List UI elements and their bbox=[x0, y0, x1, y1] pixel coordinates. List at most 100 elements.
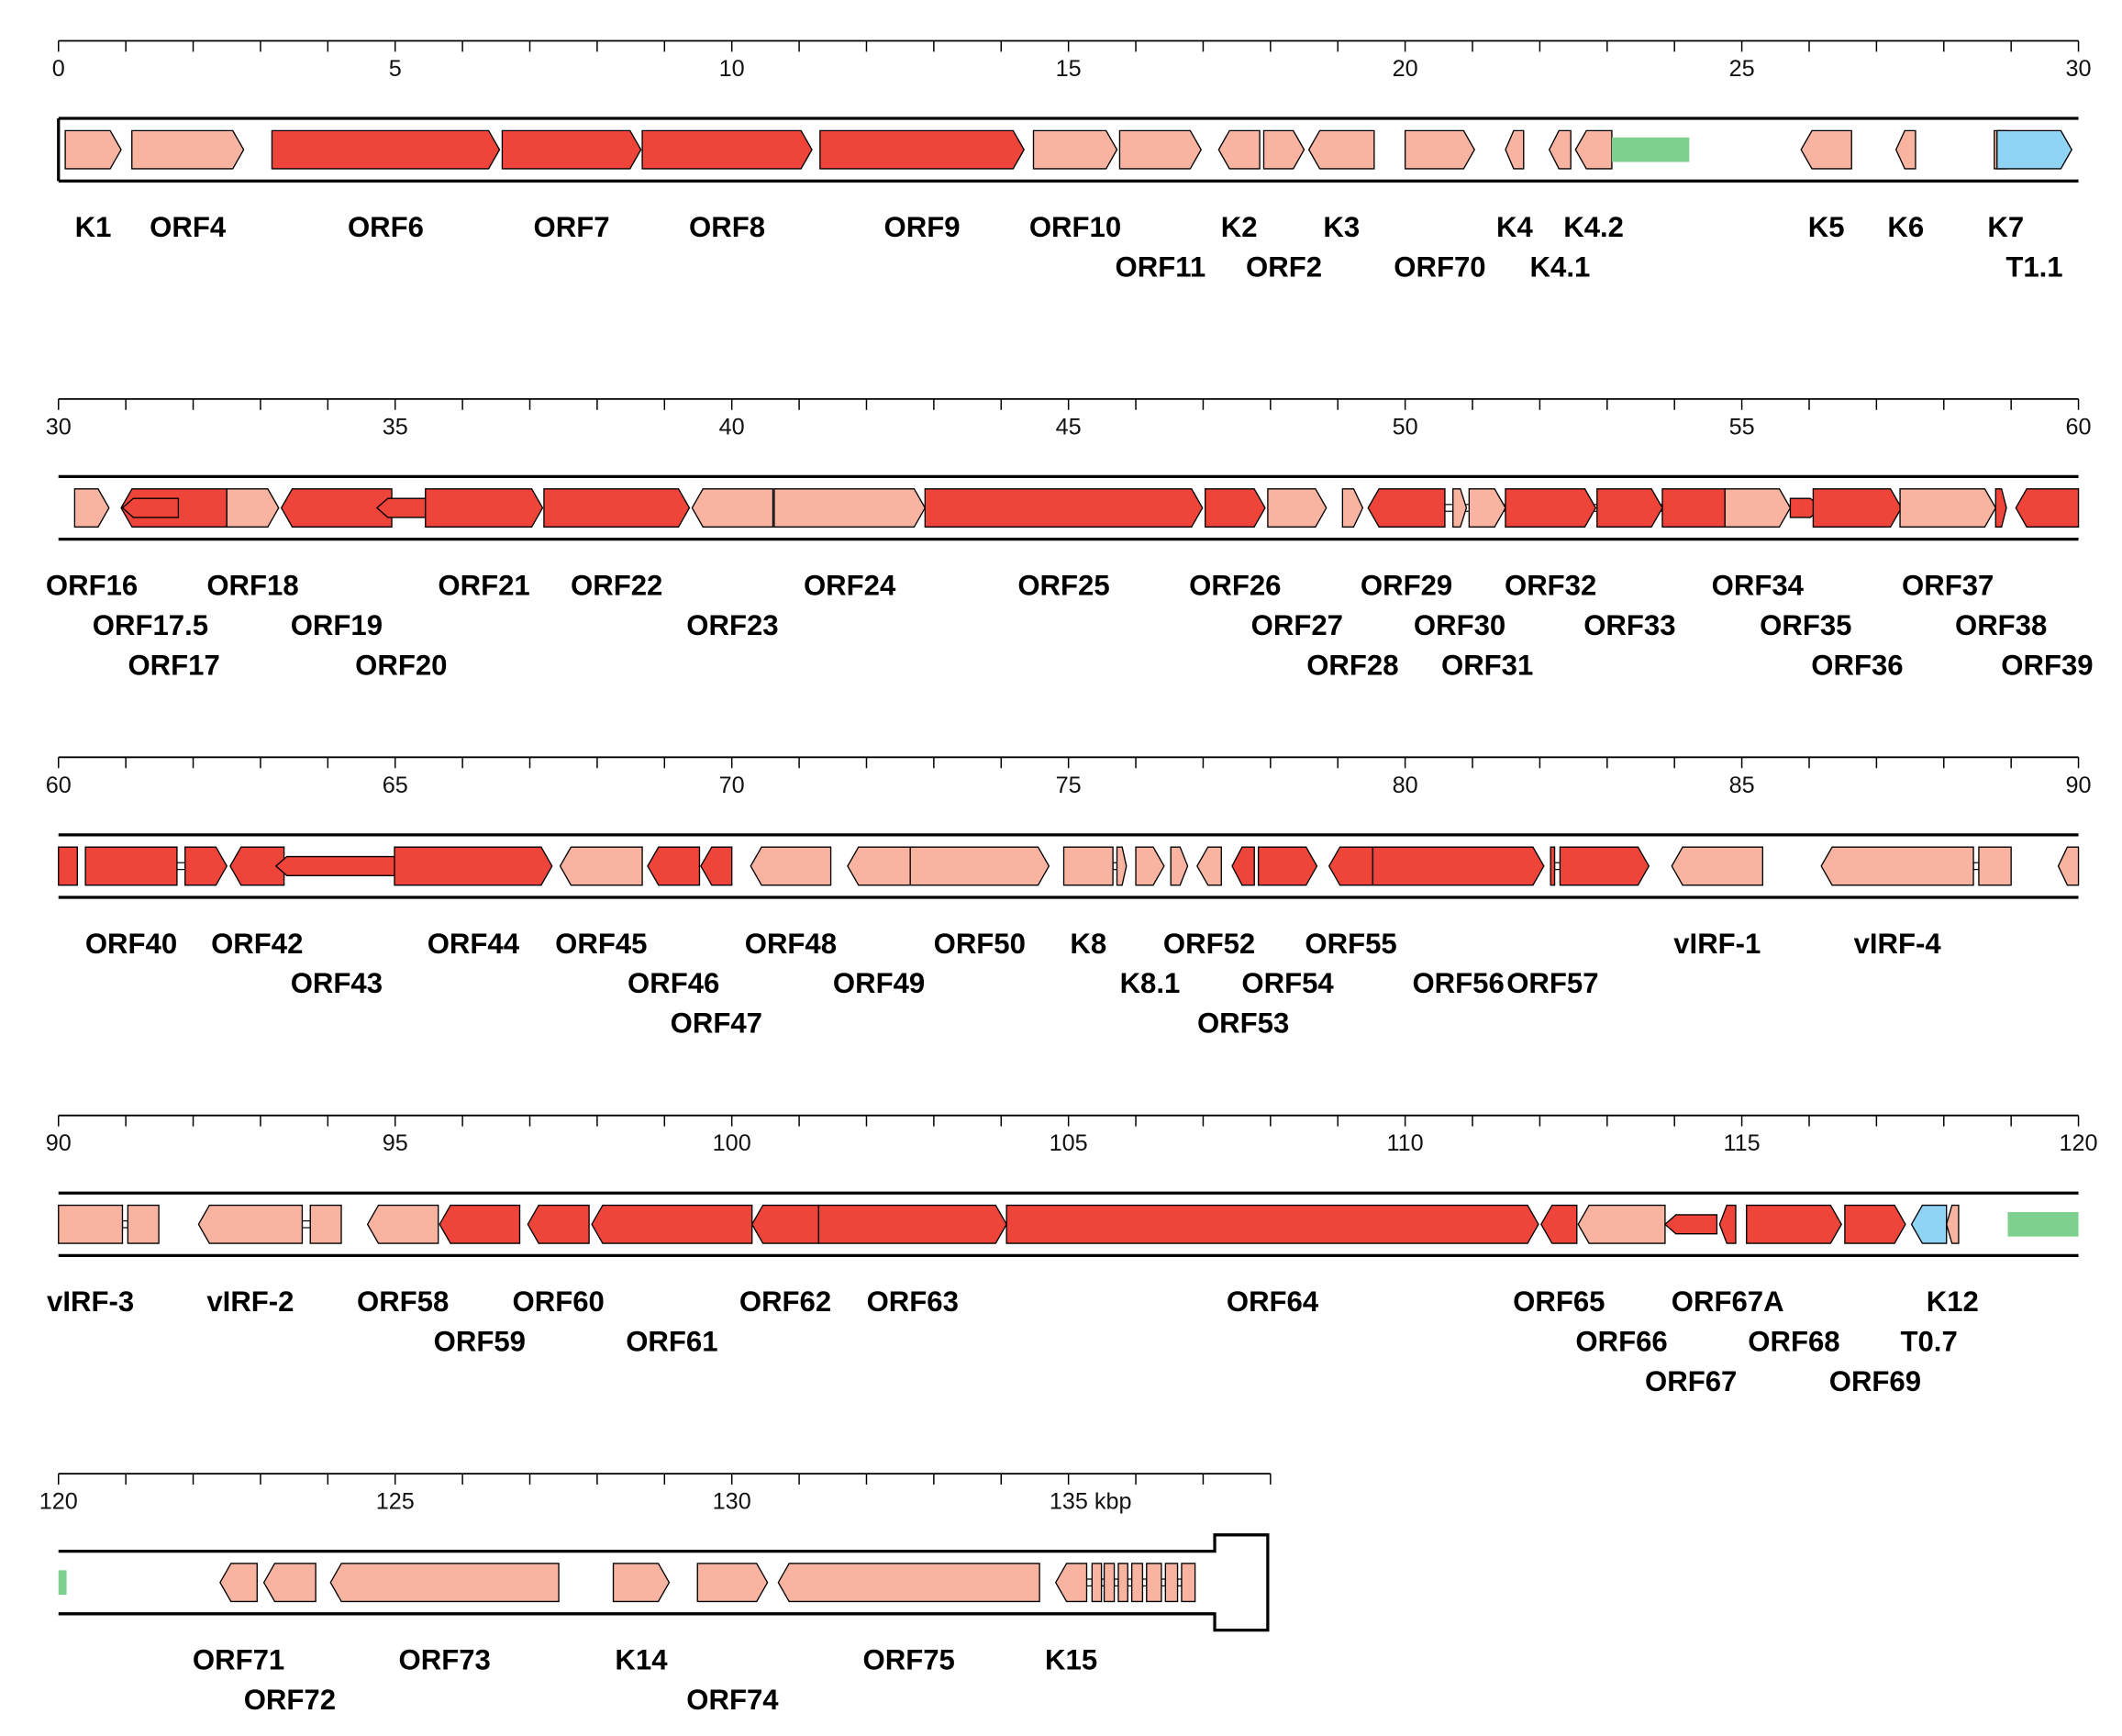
gene-arrow bbox=[1130, 1563, 1144, 1603]
gene-orf44: ORF44 bbox=[394, 846, 553, 960]
gene-arrow bbox=[1596, 488, 1663, 528]
gene-arrow bbox=[58, 846, 78, 886]
gene-arrow bbox=[1146, 1563, 1162, 1603]
gene-orf28: ORF28 bbox=[1306, 488, 1399, 681]
gene-label: ORF27 bbox=[1251, 609, 1343, 641]
gene-k8: K8 bbox=[1062, 846, 1128, 960]
gene-orf25: ORF25 bbox=[924, 488, 1204, 601]
gene-orf67a: ORF67A bbox=[1672, 1204, 1784, 1318]
gene-label: K5 bbox=[1808, 211, 1845, 243]
tick-label: 15 bbox=[1056, 56, 1082, 82]
gene-orf26: ORF26 bbox=[1189, 488, 1281, 601]
gene-orf66: ORF66 bbox=[1575, 1204, 1668, 1358]
gene-orf16: ORF16 bbox=[46, 488, 138, 601]
gene-fragment bbox=[58, 846, 78, 886]
gene-arrow bbox=[1341, 488, 1364, 528]
genome-row: 90 95 100 105 110 115 120 vIRF-3 vIRF-2 ORF58 ORF5… bbox=[46, 1114, 2098, 1397]
gene-orf18: ORF18 bbox=[206, 488, 299, 601]
gene-arrow bbox=[1812, 488, 1903, 528]
tick-label: 100 bbox=[713, 1130, 751, 1156]
gene-k2: K2 bbox=[1217, 129, 1261, 243]
gene-arrow bbox=[1577, 1204, 1666, 1244]
gene-orf39: ORF39 bbox=[2001, 488, 2094, 681]
gene-arrow bbox=[2057, 846, 2080, 886]
gene-label: ORF70 bbox=[1394, 250, 1485, 283]
gene-orf7: ORF7 bbox=[501, 129, 642, 243]
gene-label: ORF62 bbox=[739, 1285, 831, 1318]
gene-label: K12 bbox=[1927, 1285, 1979, 1318]
gene-arrow bbox=[1996, 129, 2072, 170]
gene-label: ORF58 bbox=[357, 1285, 449, 1318]
gene-label: ORF31 bbox=[1441, 649, 1533, 681]
gene-arrow bbox=[1574, 129, 1613, 170]
tick-label: 25 bbox=[1729, 56, 1755, 82]
gene-orf71: ORF71 bbox=[193, 1563, 284, 1676]
gene-orf57: ORF57 bbox=[1506, 846, 1650, 999]
gene-arrow bbox=[1894, 129, 1916, 170]
gene-label: ORF26 bbox=[1189, 569, 1281, 601]
gene-arrow bbox=[439, 1204, 521, 1244]
gene-arrow bbox=[1117, 1563, 1128, 1603]
gene-label: ORF36 bbox=[1811, 649, 1903, 681]
gene-arrow bbox=[1103, 1563, 1116, 1603]
gene-label: ORF68 bbox=[1748, 1326, 1839, 1358]
gene-orf17.5: ORF17.5 bbox=[93, 497, 208, 641]
gene-orf65: ORF65 bbox=[1513, 1204, 1605, 1318]
ncrna-region bbox=[2007, 1211, 2079, 1237]
gene-label: ORF32 bbox=[1505, 569, 1596, 601]
gene-label: ORF10 bbox=[1029, 211, 1121, 243]
tick-label: 120 bbox=[2060, 1130, 2098, 1156]
gene-orf69: ORF69 bbox=[1829, 1204, 1921, 1397]
gene-label: T0.7 bbox=[1900, 1326, 1957, 1358]
gene-orf34: ORF34 bbox=[1712, 488, 1805, 601]
gene-orf73: ORF73 bbox=[329, 1563, 560, 1676]
gene-orf48: ORF48 bbox=[745, 846, 837, 960]
tick-label: 110 bbox=[1387, 1130, 1424, 1156]
gene-t1.1: T1.1 bbox=[1996, 129, 2072, 283]
gene-orf55: ORF55 bbox=[1305, 846, 1397, 960]
gene-label: ORF48 bbox=[745, 928, 837, 960]
gene-label: ORF43 bbox=[291, 967, 383, 999]
gene-orf8: ORF8 bbox=[641, 129, 813, 243]
gene-arrow bbox=[817, 1204, 1007, 1244]
gene-orf63: ORF63 bbox=[817, 1204, 1007, 1318]
gene-label: ORF64 bbox=[1227, 1285, 1319, 1318]
gene-orf68: ORF68 bbox=[1746, 1204, 1842, 1358]
gene-label: ORF17 bbox=[128, 649, 219, 681]
gene-t0.7: T0.7 bbox=[1900, 1204, 1958, 1358]
gene-orf74: ORF74 bbox=[686, 1563, 779, 1716]
gene-label: ORF17.5 bbox=[93, 609, 208, 641]
gene-orf10: ORF10 bbox=[1029, 129, 1121, 243]
gene-arrow bbox=[1718, 1204, 1737, 1244]
gene-arrow bbox=[1505, 129, 1525, 170]
gene-arrow bbox=[280, 488, 393, 528]
tick-label: 90 bbox=[2066, 773, 2092, 798]
gene-arrow bbox=[1118, 129, 1203, 170]
gene-label: K14 bbox=[615, 1644, 668, 1676]
gene-label: K8 bbox=[1070, 928, 1106, 960]
gene-arrow bbox=[1062, 846, 1114, 886]
tick-label: 70 bbox=[719, 773, 745, 798]
gene-arrow bbox=[219, 1563, 258, 1603]
gene-arrow bbox=[274, 855, 398, 876]
gene-label: ORF61 bbox=[626, 1326, 717, 1358]
gene-orf59: ORF59 bbox=[434, 1204, 526, 1358]
gene-arrow bbox=[1204, 488, 1266, 528]
gene-arrow bbox=[1181, 1563, 1196, 1603]
gene-orf31: ORF31 bbox=[1441, 488, 1533, 681]
gene-orf61: ORF61 bbox=[591, 1204, 753, 1358]
gene-fragment bbox=[1170, 846, 1189, 886]
tick-label: 60 bbox=[2066, 414, 2092, 440]
tick-label: 30 bbox=[46, 414, 72, 440]
gene-orf64: ORF64 bbox=[1005, 1204, 1539, 1318]
gene-orf24: ORF24 bbox=[773, 488, 927, 601]
intron bbox=[1085, 1578, 1093, 1587]
gene-orf22: ORF22 bbox=[543, 488, 691, 601]
gene-label: ORF6 bbox=[348, 211, 424, 243]
intron bbox=[1972, 862, 1980, 871]
gene-orf9: ORF9 bbox=[819, 129, 1025, 243]
gene-orf67: ORF67 bbox=[1645, 1214, 1737, 1397]
gene-k6: K6 bbox=[1887, 129, 1924, 243]
gene-orf43: ORF43 bbox=[274, 855, 398, 999]
gene-orf56: ORF56 bbox=[1372, 846, 1545, 999]
